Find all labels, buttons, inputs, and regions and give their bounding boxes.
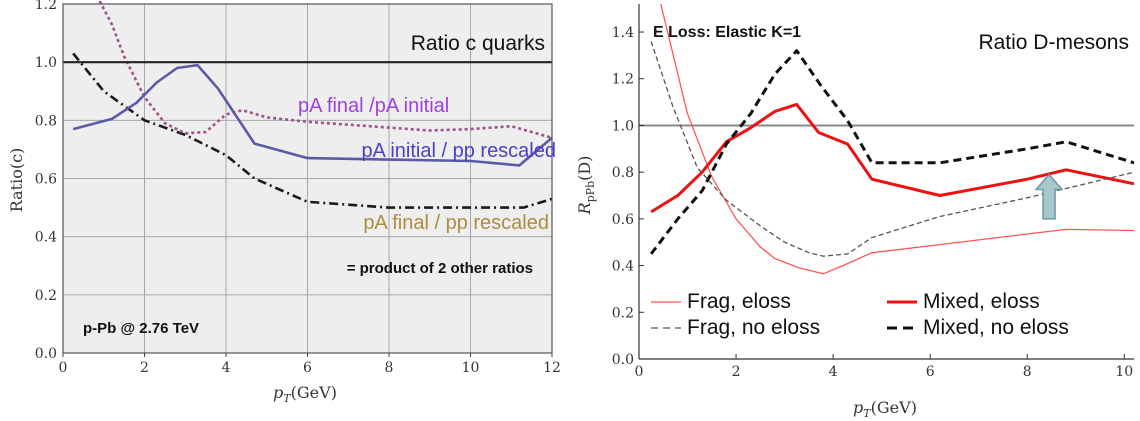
right-y-tick-label: 1.0 — [612, 118, 634, 134]
left-series-label: pA initial / pp rescaled — [361, 140, 556, 162]
right-x-tick-label: 10 — [1115, 364, 1133, 380]
right-y-tick-label: 0.8 — [612, 165, 634, 181]
right-y-axis-label-base: R — [575, 202, 594, 215]
right-y-tick-label: 0.4 — [612, 259, 634, 275]
left-series-label: pA final / pp rescaled — [363, 212, 549, 234]
right-y-axis-label: RpPb(D) — [575, 156, 597, 216]
right-y-tick-label: 0.0 — [612, 352, 634, 368]
right-chart-subtitle: E Loss: Elastic K=1 — [653, 24, 801, 41]
right-x-axis-label-rest: (GeV) — [871, 398, 917, 417]
right-legend: Frag, eloss Mixed, eloss Frag, no eloss Mix… — [651, 290, 1069, 339]
left-x-axis-label: pT(GeV) — [273, 383, 337, 405]
left-chart: 0 2 4 6 8 10 12 0.0 0.2 0.4 0.6 0.8 1.0 1.2 pT(GeV) Rat… — [7, 0, 561, 405]
right-series-line — [650, 41, 1134, 257]
right-series-line — [650, 102, 1134, 214]
right-chart: 0 2 4 6 8 10 0.0 0.2 0.4 0.6 0.8 1.0 1.2 1.4 pT(GeV) Rp… — [575, 4, 1134, 420]
right-series-line — [660, 4, 1134, 275]
left-x-axis-label-rest: (GeV) — [291, 383, 337, 402]
left-x-tick-label: 10 — [462, 360, 480, 376]
right-y-tick-label: 1.2 — [612, 72, 634, 88]
right-x-tick-label: 6 — [926, 364, 935, 380]
left-series-label: pA final /pA initial — [298, 95, 449, 117]
right-y-tick-label: 0.6 — [612, 212, 634, 228]
left-series-line — [72, 52, 553, 209]
left-chart-title: Ratio c quarks — [411, 32, 545, 55]
left-y-tick-label: 0.8 — [35, 113, 57, 129]
left-y-axis-label: Ratio(c) — [7, 148, 26, 213]
right-x-tick-label: 0 — [635, 364, 644, 380]
legend-label: Mixed, eloss — [923, 290, 1040, 313]
left-y-tick-label: 0.2 — [35, 288, 57, 304]
left-y-tick-label: 0.0 — [35, 346, 57, 362]
legend-label: Frag, no eloss — [687, 316, 820, 339]
right-x-axis-label-base: p — [853, 398, 863, 417]
right-y-axis-label-rest: (D) — [575, 156, 594, 181]
left-x-tick-label: 8 — [385, 360, 394, 376]
legend-label: Mixed, no eloss — [923, 316, 1069, 339]
left-y-tick-label: 1.2 — [35, 0, 57, 13]
up-arrow-icon — [1034, 173, 1064, 220]
left-x-tick-label: 4 — [222, 360, 231, 376]
left-x-tick-label: 12 — [543, 360, 561, 376]
right-y-axis-label-sub: pPb — [584, 181, 597, 202]
right-series-group — [649, 4, 1134, 275]
right-chart-title: Ratio D-mesons — [978, 31, 1129, 54]
left-y-tick-label: 0.6 — [35, 172, 57, 188]
left-series-line — [72, 63, 553, 167]
left-series-line — [98, 0, 553, 140]
right-x-axis-label: pT(GeV) — [853, 398, 917, 420]
left-y-tick-label: 0.4 — [35, 230, 57, 246]
left-y-tick-label: 1.0 — [35, 55, 57, 71]
right-series-line — [649, 49, 1134, 255]
right-x-axis-label-sub: T — [863, 407, 872, 420]
right-x-tick-label: 4 — [829, 364, 838, 380]
left-annotation-system: p-Pb @ 2.76 TeV — [83, 320, 199, 337]
left-x-tick-label: 2 — [140, 360, 149, 376]
left-x-axis-label-sub: T — [283, 392, 292, 405]
left-annotation-note: = product of 2 other ratios — [347, 260, 533, 277]
left-x-tick-label: 0 — [59, 360, 68, 376]
right-y-tick-label: 1.4 — [612, 25, 634, 41]
right-y-tick-label: 0.2 — [612, 305, 634, 321]
legend-label: Frag, eloss — [687, 290, 791, 313]
left-x-tick-label: 6 — [303, 360, 312, 376]
right-x-tick-label: 2 — [732, 364, 741, 380]
right-x-tick-label: 8 — [1023, 364, 1032, 380]
left-x-axis-label-base: p — [273, 383, 283, 402]
